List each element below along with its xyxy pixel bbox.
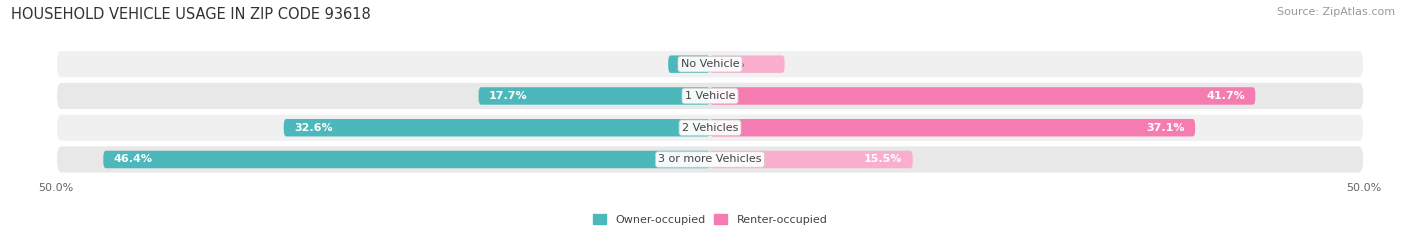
Text: 41.7%: 41.7% bbox=[1206, 91, 1244, 101]
FancyBboxPatch shape bbox=[478, 87, 710, 105]
Text: 3.2%: 3.2% bbox=[675, 59, 703, 69]
FancyBboxPatch shape bbox=[710, 151, 912, 168]
FancyBboxPatch shape bbox=[668, 55, 710, 73]
FancyBboxPatch shape bbox=[284, 119, 710, 137]
Text: 15.5%: 15.5% bbox=[863, 154, 903, 164]
Text: 3 or more Vehicles: 3 or more Vehicles bbox=[658, 154, 762, 164]
Legend: Owner-occupied, Renter-occupied: Owner-occupied, Renter-occupied bbox=[588, 210, 832, 229]
Text: 32.6%: 32.6% bbox=[294, 123, 333, 133]
FancyBboxPatch shape bbox=[710, 87, 1256, 105]
Text: 46.4%: 46.4% bbox=[114, 154, 153, 164]
FancyBboxPatch shape bbox=[56, 145, 1364, 174]
Text: 5.7%: 5.7% bbox=[717, 59, 745, 69]
Text: 37.1%: 37.1% bbox=[1146, 123, 1185, 133]
Text: 1 Vehicle: 1 Vehicle bbox=[685, 91, 735, 101]
FancyBboxPatch shape bbox=[56, 82, 1364, 110]
Text: 17.7%: 17.7% bbox=[489, 91, 527, 101]
Text: HOUSEHOLD VEHICLE USAGE IN ZIP CODE 93618: HOUSEHOLD VEHICLE USAGE IN ZIP CODE 9361… bbox=[11, 7, 371, 22]
FancyBboxPatch shape bbox=[710, 119, 1195, 137]
FancyBboxPatch shape bbox=[710, 55, 785, 73]
FancyBboxPatch shape bbox=[56, 114, 1364, 142]
Text: 2 Vehicles: 2 Vehicles bbox=[682, 123, 738, 133]
FancyBboxPatch shape bbox=[56, 50, 1364, 78]
Text: Source: ZipAtlas.com: Source: ZipAtlas.com bbox=[1277, 7, 1395, 17]
FancyBboxPatch shape bbox=[103, 151, 710, 168]
Text: No Vehicle: No Vehicle bbox=[681, 59, 740, 69]
